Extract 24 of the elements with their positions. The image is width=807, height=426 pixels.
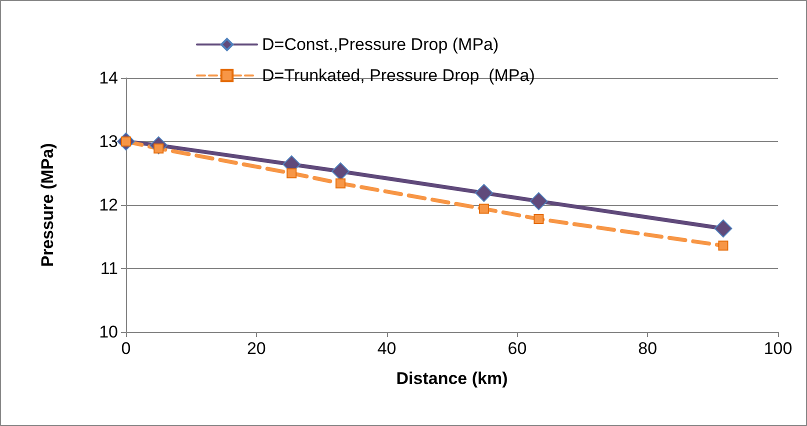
point: [474, 184, 493, 202]
x-tick-label: 100: [764, 339, 792, 358]
point: [336, 178, 346, 188]
y-tick-label: 10: [99, 322, 118, 342]
point: [718, 240, 728, 251]
point: [332, 162, 350, 180]
legend-label: D=Trunkated, Pressure Drop (MPa): [262, 66, 535, 85]
legend-label: D=Const.,Pressure Drop (MPa): [262, 35, 499, 54]
y-tick-label: 11: [100, 259, 118, 278]
x-tick-label: 40: [377, 339, 396, 358]
point: [478, 204, 489, 214]
y-tick-label: 12: [99, 196, 118, 214]
x-tick-label: 80: [638, 339, 658, 358]
y-tick-label: 14: [99, 68, 118, 88]
y-tick-label: 13: [99, 132, 118, 151]
point: [534, 214, 544, 224]
y-axis-title: Pressure (MPa): [38, 143, 57, 267]
x-axis-title: Distance (km): [396, 369, 508, 388]
point: [714, 219, 732, 238]
point: [286, 168, 297, 178]
x-tick-label: 0: [121, 339, 131, 358]
x-tick-label: 20: [246, 339, 266, 358]
x-tick-label: 60: [508, 339, 527, 358]
point: [530, 192, 548, 210]
